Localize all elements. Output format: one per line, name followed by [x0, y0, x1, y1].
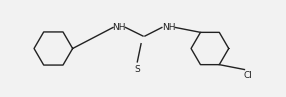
- Text: S: S: [134, 65, 140, 74]
- Text: NH: NH: [112, 23, 126, 32]
- Text: NH: NH: [162, 23, 175, 32]
- Text: Cl: Cl: [244, 71, 253, 80]
